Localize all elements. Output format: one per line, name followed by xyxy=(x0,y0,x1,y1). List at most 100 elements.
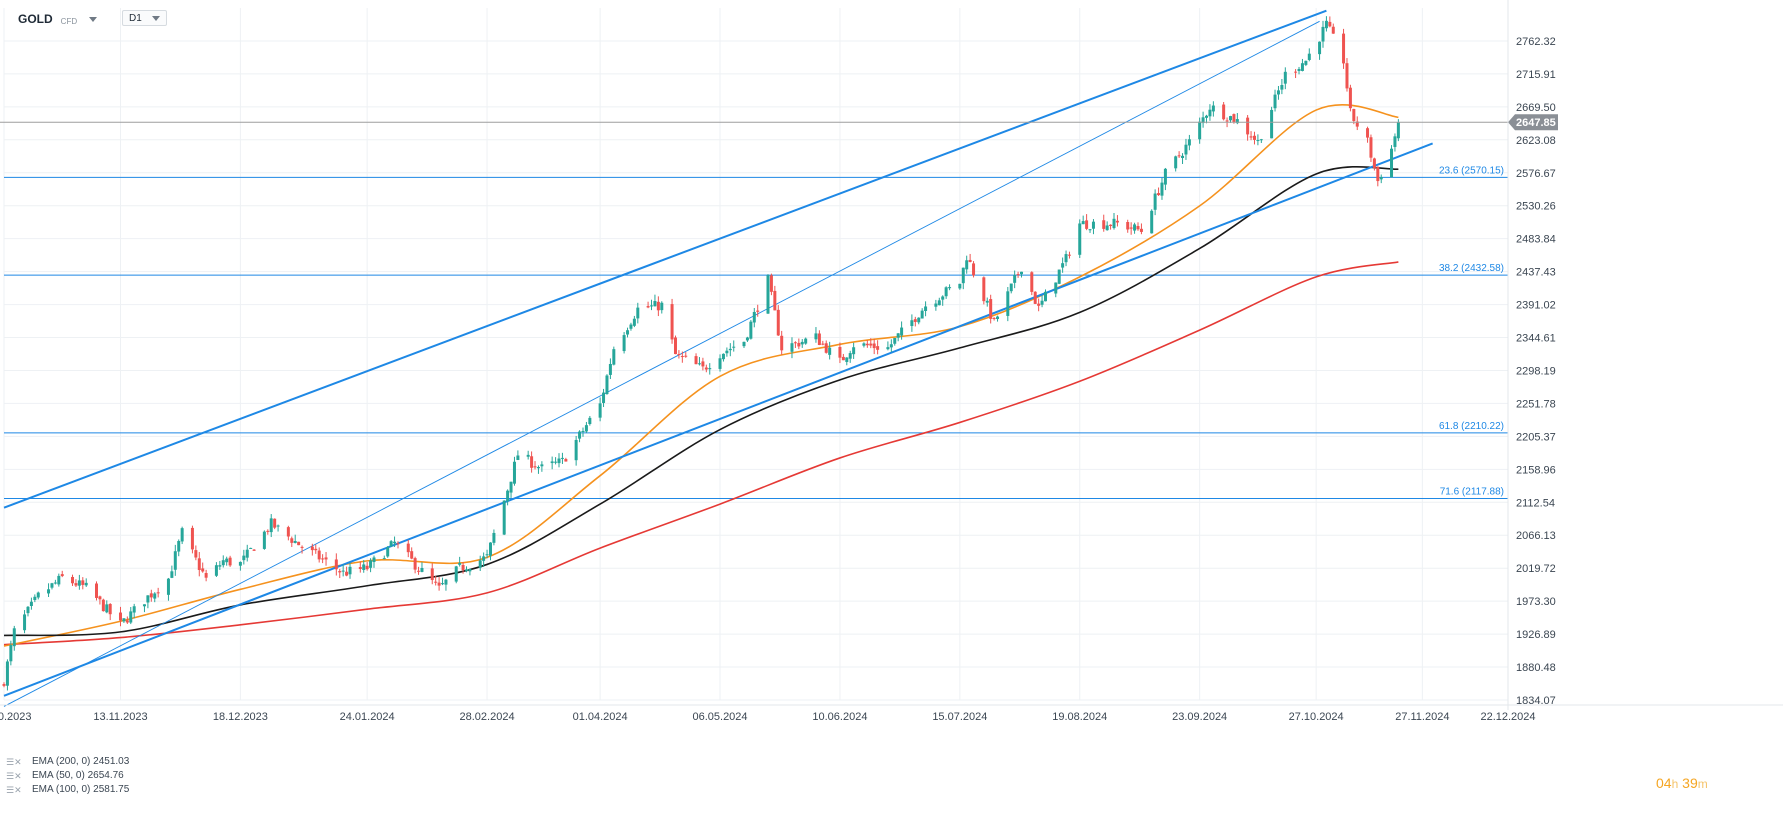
candle xyxy=(341,564,345,577)
candle xyxy=(797,338,801,350)
candle xyxy=(677,350,681,359)
x-axis-label: 27.10.2024 xyxy=(1289,711,1344,723)
candle xyxy=(77,574,81,590)
candle-body xyxy=(1150,210,1154,234)
candle-body xyxy=(841,356,845,361)
candle-body xyxy=(1136,226,1140,230)
candle-body xyxy=(170,571,174,578)
candle xyxy=(334,553,338,576)
candle xyxy=(876,340,880,355)
candle xyxy=(1294,69,1298,79)
candle-body xyxy=(444,579,448,585)
candle xyxy=(982,276,986,305)
ema-lines xyxy=(3,104,1399,647)
candle xyxy=(869,338,873,349)
candle xyxy=(156,587,160,598)
candle-body xyxy=(1105,225,1109,231)
candle xyxy=(324,552,328,566)
y-axis-label: 2344.61 xyxy=(1516,333,1556,345)
candle-body xyxy=(944,287,948,297)
candle-body xyxy=(105,604,109,613)
candle-body xyxy=(1345,63,1349,89)
fibonacci-levels[interactable]: 23.6 (2570.15) 38.2 (2432.58) 61.8 (2210.2… xyxy=(4,165,1508,499)
candle-body xyxy=(74,583,78,586)
candle-body xyxy=(1133,224,1137,231)
candle-body xyxy=(502,500,506,535)
candle-body xyxy=(804,338,808,344)
legend-item-ema-100[interactable]: ☰✕ EMA (100, 0) 2581.75 xyxy=(6,783,129,797)
legend-item-ema-50[interactable]: ☰✕ EMA (50, 0) 2654.76 xyxy=(6,769,129,783)
candle-body xyxy=(1376,166,1380,182)
x-axis: 10.10.2023 13.11.2023 18.12.2023 24.01.2024… xyxy=(0,704,1783,723)
settings-icon[interactable]: ☰✕ xyxy=(6,785,22,795)
candle xyxy=(1280,78,1284,95)
candle xyxy=(673,335,677,355)
trendline-channel-lower[interactable] xyxy=(3,142,1433,697)
candle-body xyxy=(725,350,729,354)
x-axis-label: 10.06.2024 xyxy=(812,711,867,723)
chevron-down-icon[interactable] xyxy=(89,16,98,22)
candle xyxy=(437,577,441,591)
candle-body xyxy=(900,327,904,336)
candle-body xyxy=(1348,87,1352,109)
candle xyxy=(817,330,821,346)
candle xyxy=(177,539,181,557)
candle-body xyxy=(77,580,81,586)
candle xyxy=(1372,157,1376,171)
trendline-channel-mid[interactable] xyxy=(3,20,1320,707)
candle xyxy=(766,274,770,314)
candle xyxy=(629,322,633,331)
candle-body xyxy=(653,301,657,307)
symbol-name: GOLD xyxy=(18,12,53,26)
candle xyxy=(1037,298,1041,312)
candle xyxy=(1348,84,1352,112)
candle xyxy=(488,542,492,561)
candle xyxy=(602,388,606,408)
settings-icon[interactable]: ☰✕ xyxy=(6,757,22,767)
candle xyxy=(968,253,972,263)
candle-body xyxy=(958,283,962,289)
candle xyxy=(886,341,890,351)
candle xyxy=(201,562,205,573)
candle xyxy=(560,452,564,464)
fib-level-label: 71.6 (2117.88) xyxy=(1440,486,1504,497)
candle-body xyxy=(125,620,129,623)
candle-body xyxy=(297,541,301,546)
candle-body xyxy=(636,307,640,319)
candle-body xyxy=(588,417,592,424)
candle xyxy=(780,330,784,355)
candle xyxy=(228,555,232,567)
candle xyxy=(105,600,109,614)
current-price-tag xyxy=(1508,114,1558,131)
candle-body xyxy=(756,310,760,312)
candle-body xyxy=(1390,148,1394,178)
candle xyxy=(26,606,30,617)
trendline-channel-upper[interactable] xyxy=(3,9,1327,509)
legend-item-ema-200[interactable]: ☰✕ EMA (200, 0) 2451.03 xyxy=(6,755,129,769)
candle xyxy=(204,569,208,582)
candle-body xyxy=(249,547,253,549)
candle-body xyxy=(242,555,246,561)
candle-body xyxy=(848,353,852,359)
settings-icon[interactable]: ☰✕ xyxy=(6,771,22,781)
candle xyxy=(166,577,170,601)
trendlines[interactable] xyxy=(3,9,1433,707)
candle xyxy=(1256,134,1260,146)
candle xyxy=(1112,212,1116,230)
symbol-selector[interactable]: GOLD CFD xyxy=(18,9,98,29)
candle xyxy=(845,357,849,366)
candle xyxy=(434,575,438,586)
candle xyxy=(461,561,465,574)
candle xyxy=(650,299,654,311)
candle-body xyxy=(461,564,465,571)
timeframe-dropdown[interactable]: D1 xyxy=(122,10,167,26)
candle-body xyxy=(1157,193,1161,196)
candle xyxy=(245,544,249,562)
candle-body xyxy=(937,300,941,306)
candle-body xyxy=(608,363,612,375)
candle xyxy=(218,560,222,570)
candle xyxy=(1393,133,1397,152)
candle-body xyxy=(632,318,636,326)
